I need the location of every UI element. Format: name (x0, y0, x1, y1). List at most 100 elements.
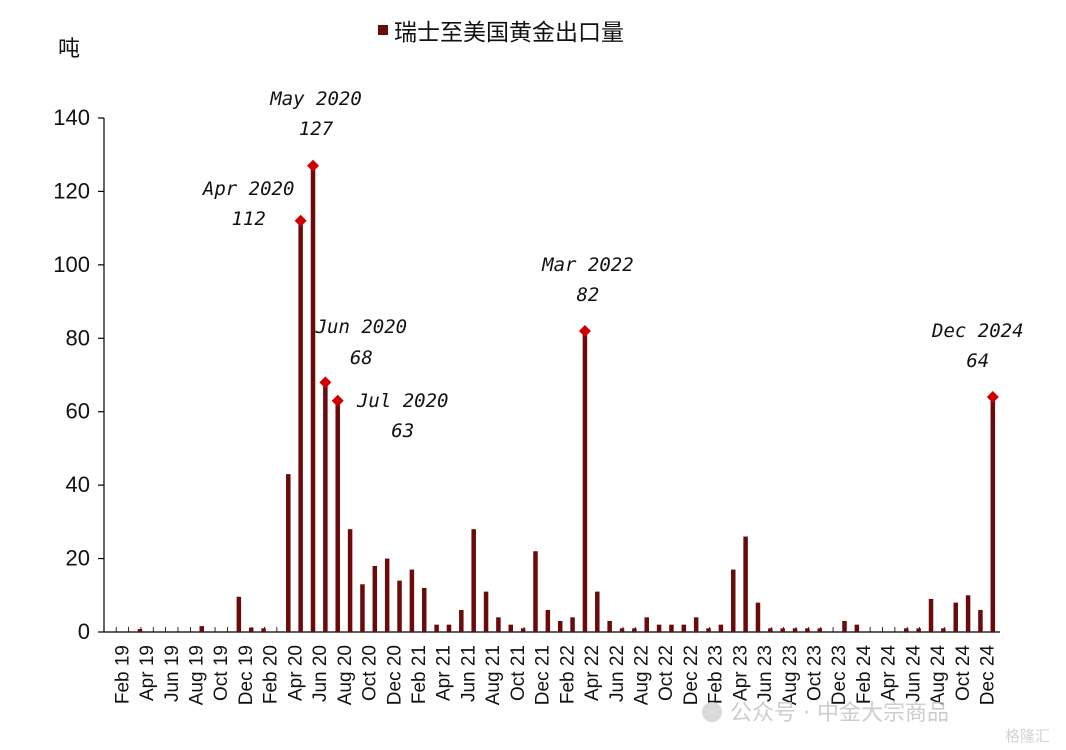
x-tick-label: Oct 19 (211, 645, 232, 701)
marker-2022-03 (578, 324, 591, 337)
marker-2020-07 (331, 394, 344, 407)
annotation-value: 127 (299, 118, 334, 140)
watermark-logo-box (985, 725, 1061, 745)
bar-2023-03 (731, 569, 736, 632)
x-tick-label: Apr 23 (730, 645, 751, 701)
annotation-label: Jun 2020 (315, 316, 408, 338)
x-tick-label: Dec 21 (533, 645, 554, 705)
bar-2022-11 (681, 624, 687, 632)
annotation-markers (294, 159, 999, 407)
legend-label: 瑞士至美国黄金出口量 (394, 20, 624, 46)
annotations: Apr 2020 112 May 2020 127 Jun 2020 68 Jul 2020… (202, 88, 1024, 442)
legend: 瑞士至美国黄金出口量 (378, 20, 624, 46)
marker-2024-12 (986, 391, 999, 404)
x-tick-label: Dec 19 (236, 645, 257, 705)
bar-2022-09 (656, 624, 662, 632)
x-tick-label: Feb 23 (706, 645, 727, 704)
annotation-label: Jul 2020 (356, 390, 449, 412)
y-axis: 0 20 40 60 80 100 120 140 (53, 105, 105, 644)
bar-2021-11 (533, 551, 538, 632)
x-tick-label: Oct 23 (805, 645, 826, 701)
bar-2022-07 (632, 628, 637, 632)
x-tick-label: Dec 23 (829, 645, 850, 705)
bar-2023-04 (743, 536, 748, 632)
bar-2021-10 (520, 628, 526, 632)
bar-2023-06 (768, 628, 773, 632)
bar-2024-01 (854, 624, 860, 632)
x-tick-label: Aug 23 (780, 645, 801, 705)
marker-2020-04 (294, 214, 307, 227)
x-tick-label: Jun 20 (310, 645, 331, 702)
x-tick-label: Dec 24 (978, 645, 999, 706)
x-tick-label: Apr 20 (285, 645, 306, 701)
bar-2023-01 (706, 628, 711, 632)
x-tick-label: Aug 22 (631, 645, 652, 705)
annotation-label: Apr 2020 (202, 178, 295, 200)
bar-2020-12 (397, 580, 402, 632)
x-tick-label: Apr 24 (879, 645, 900, 701)
bar-2019-12 (248, 627, 254, 632)
y-tick-label: 0 (78, 619, 90, 644)
bars (137, 165, 996, 633)
bar-2020-07 (335, 400, 340, 632)
bar-2023-05 (755, 602, 761, 632)
bar-2024-08 (941, 628, 946, 632)
bar-2021-07 (483, 591, 489, 632)
annotation-label: Mar 2022 (541, 254, 634, 276)
bar-2022-04 (595, 591, 600, 632)
x-tick-label: Apr 21 (434, 645, 455, 701)
bar-2024-11 (978, 609, 983, 632)
x-tick-label: Jun 22 (607, 645, 628, 702)
annotation-label: Dec 2024 (931, 320, 1024, 342)
bar-2022-06 (619, 628, 625, 632)
x-tick-label: Feb 20 (261, 645, 282, 704)
x-tick-label: Feb 22 (557, 645, 578, 704)
annotation-value: 68 (350, 347, 373, 369)
bar-2019-08 (199, 626, 205, 632)
bar-2022-01 (557, 620, 563, 632)
bar-2021-02 (422, 587, 427, 632)
watermark-logo: 格隆汇 (1005, 727, 1050, 745)
bar-2019-03 (137, 629, 143, 632)
x-tick-label: Feb 19 (112, 645, 133, 704)
bar-2020-09 (360, 584, 365, 632)
x-tick-label: Dec 20 (384, 645, 405, 705)
bar-2022-02 (570, 617, 575, 632)
bar-2021-01 (409, 569, 415, 632)
bar-2021-06 (471, 529, 476, 632)
bar-2020-01 (261, 628, 266, 632)
bar-2024-09 (953, 602, 958, 632)
bar-2024-06 (916, 628, 921, 632)
bar-2023-10 (817, 628, 823, 632)
wechat-icon (702, 702, 722, 722)
bar-2020-06 (323, 382, 328, 632)
bar-2021-03 (434, 624, 439, 632)
x-tick-label: Dec 22 (681, 645, 702, 705)
watermark: 公众号 · 中金大宗商品 格隆汇 (702, 701, 1061, 745)
bar-2021-04 (446, 624, 452, 632)
x-tick-label: Feb 21 (409, 645, 430, 704)
x-tick-label: Jun 24 (903, 645, 924, 702)
legend-swatch (378, 25, 388, 35)
y-tick-label: 60 (66, 399, 90, 424)
bar-2023-08 (792, 628, 798, 632)
bar-2022-10 (669, 624, 674, 632)
bar-2024-07 (928, 598, 934, 632)
y-tick-label: 20 (66, 546, 90, 571)
x-tick-label: Oct 20 (360, 645, 381, 701)
bar-2023-12 (842, 620, 847, 632)
bar-2020-11 (384, 558, 390, 632)
bar-2020-08 (347, 529, 353, 632)
marker-2020-05 (307, 159, 320, 172)
annotation-label: May 2020 (269, 88, 362, 110)
bar-2020-05 (310, 165, 316, 632)
x-tick-label: Jun 19 (162, 645, 183, 702)
y-unit-label: 吨 (58, 37, 80, 62)
marker-2020-06 (319, 376, 332, 389)
bar-2020-10 (372, 565, 378, 632)
y-tick-label: 100 (53, 252, 90, 277)
x-tick-label: Apr 19 (137, 645, 158, 701)
bar-2024-05 (904, 628, 909, 632)
bar-2022-08 (644, 617, 649, 632)
